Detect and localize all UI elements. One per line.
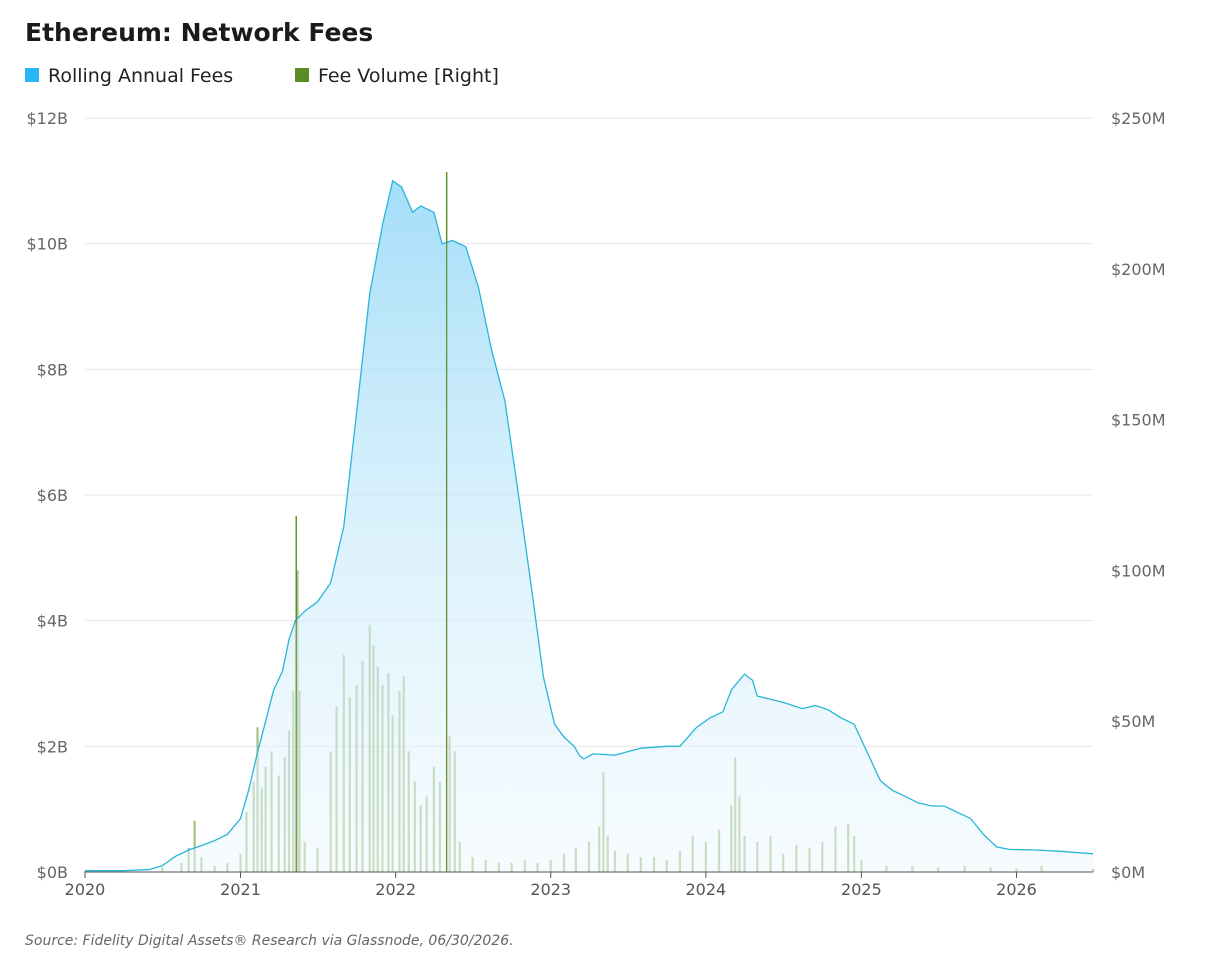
chart-title: Ethereum: Network Fees [25, 18, 373, 47]
y-right-tick-label: $150M [1111, 411, 1166, 430]
legend-swatch-fee-volume [295, 68, 309, 82]
rolling-annual-fees-layer [85, 172, 1094, 873]
x-tick-label: 2021 [220, 880, 261, 899]
y-left-tick-label: $10B [26, 235, 68, 254]
y-axis-right: $0M $50M $100M $150M $200M $250M [1111, 109, 1166, 882]
legend: Rolling Annual Fees Fee Volume [Right] [25, 65, 499, 87]
legend-label-fee-volume: Fee Volume [Right] [318, 65, 499, 87]
x-tick-label: 2020 [65, 880, 106, 899]
y-right-tick-label: $100M [1111, 561, 1166, 580]
x-tick-label: 2024 [686, 880, 727, 899]
y-left-tick-label: $8B [37, 360, 68, 379]
y-axis-left: $0B $2B $4B $6B $8B $10B $12B [26, 109, 68, 882]
legend-swatch-rolling-annual-fees [25, 68, 39, 82]
y-right-tick-label: $50M [1111, 712, 1155, 731]
y-left-tick-label: $12B [26, 109, 68, 128]
source-note: Source: Fidelity Digital Assets® Researc… [25, 933, 514, 949]
x-tick-label: 2023 [530, 880, 571, 899]
grid [85, 117, 1093, 873]
x-tick-label: 2026 [996, 880, 1037, 899]
legend-label-rolling-annual-fees: Rolling Annual Fees [48, 65, 233, 87]
y-left-tick-label: $2B [37, 737, 68, 756]
y-right-tick-label: $200M [1111, 260, 1166, 279]
y-right-tick-label: $250M [1111, 109, 1166, 128]
x-axis: 2020 2021 2022 2023 2024 2025 2026 [65, 871, 1093, 899]
rolling-annual-fees-line [85, 179, 1094, 872]
rolling-annual-fees-area [85, 180, 1093, 873]
y-left-tick-label: $4B [37, 612, 68, 631]
y-right-tick-label: $0M [1111, 863, 1145, 882]
x-tick-label: 2025 [841, 880, 882, 899]
y-left-tick-label: $0B [37, 863, 68, 882]
x-tick-label: 2022 [375, 880, 416, 899]
y-left-tick-label: $6B [37, 486, 68, 505]
